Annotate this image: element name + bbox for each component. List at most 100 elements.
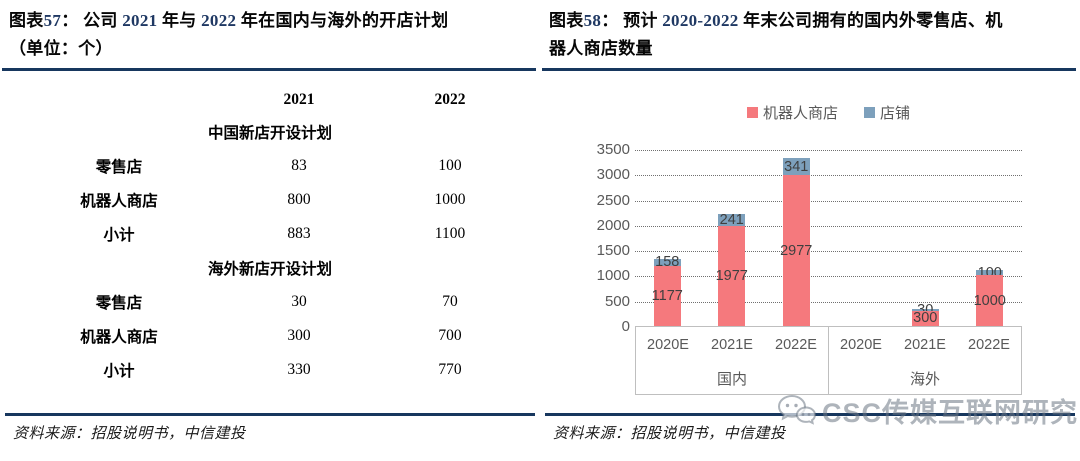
figure58-title: 图表58： 预计 2020-2022 年末公司拥有的国内外零售店、机 器人商店数… bbox=[549, 7, 1070, 63]
value-2021: 330 bbox=[287, 361, 311, 378]
bar-2022E: 100 1000 bbox=[973, 265, 1006, 326]
row-label: 零售店 bbox=[95, 295, 143, 312]
grid-line bbox=[635, 301, 1022, 303]
title-number: 2020-2022 bbox=[662, 11, 739, 30]
grid-line bbox=[635, 276, 1022, 278]
legend-marker-retail-shops bbox=[864, 107, 875, 118]
x-tick-2021E: 2021E bbox=[711, 337, 753, 353]
x-group-海外: 海外 bbox=[828, 363, 1021, 394]
title-text: 器人商店数量 bbox=[549, 39, 653, 58]
table-row: 机器人商店 300 700 bbox=[6, 319, 534, 353]
grid-line bbox=[635, 175, 1022, 177]
title-text: 年末公司拥有的国内外零售店、机 bbox=[738, 11, 1003, 30]
row-label: 机器人商店 bbox=[80, 329, 158, 346]
x-tick-2020E: 2020E bbox=[828, 327, 893, 363]
x-tick-2022E: 2022E bbox=[968, 337, 1010, 353]
value-2022: 770 bbox=[438, 361, 462, 378]
title-text: 图表 bbox=[549, 11, 584, 30]
bar-value-label: 2977 bbox=[780, 242, 813, 259]
y-tick-label: 2000 bbox=[596, 216, 630, 234]
title-text: ： 公司 bbox=[61, 11, 123, 30]
bar-segment-robot-shops: 1977 bbox=[715, 226, 748, 326]
section-row-overseas: 海外新店开设计划 bbox=[6, 251, 534, 285]
y-tick-label: 1500 bbox=[596, 242, 630, 260]
x-tick-2021E: 2021E bbox=[904, 337, 946, 353]
row-label: 小计 bbox=[103, 227, 135, 244]
y-tick-label: 0 bbox=[621, 318, 630, 335]
value-2022: 70 bbox=[442, 293, 458, 310]
row-label: 小计 bbox=[103, 363, 135, 380]
col-header-2021: 2021 bbox=[283, 90, 315, 108]
title-number: 2022 bbox=[201, 11, 237, 30]
bar-value-label: 341 bbox=[784, 158, 809, 175]
legend-marker-robot-shops bbox=[746, 107, 758, 118]
x-axis-year-row: 2020E 2021E 2022E 2020E 2021E 2022E bbox=[636, 327, 1021, 363]
bar-slot-2021E: 241 1977 bbox=[700, 150, 765, 326]
bar-2020E: 158 1177 bbox=[651, 254, 683, 326]
bar-segment-robot-shops: 300 bbox=[911, 310, 939, 327]
row-label: 机器人商店 bbox=[80, 193, 158, 210]
title-number: 2021 bbox=[122, 11, 158, 30]
bar-value-label: 1177 bbox=[651, 288, 683, 305]
table-cell-empty bbox=[6, 84, 232, 115]
x-axis-group-row: 国内 海外 bbox=[636, 363, 1021, 394]
y-tick-label: 500 bbox=[604, 292, 630, 310]
title-rule bbox=[2, 68, 536, 71]
bar-slot-2021E: 30300 bbox=[893, 150, 958, 326]
bar-segment-retail-shops: 341 bbox=[782, 158, 810, 176]
row-label: 零售店 bbox=[95, 159, 143, 176]
grid-line bbox=[635, 150, 1022, 151]
x-tick-2022E: 2022E bbox=[775, 337, 817, 353]
bar-2021E: 30300 bbox=[911, 302, 939, 327]
section-row-china: 中国新店开设计划 bbox=[6, 115, 534, 149]
x-axis: 2020E 2021E 2022E 2020E 2021E 2022E 国内 海外 bbox=[635, 327, 1022, 395]
bar-slot-2020E bbox=[829, 150, 894, 326]
bar-value-label: 300 bbox=[913, 310, 938, 327]
bar-2021E: 241 1977 bbox=[715, 211, 748, 326]
table-row: 机器人商店 800 1000 bbox=[6, 183, 534, 217]
y-tick-label: 3500 bbox=[596, 141, 630, 158]
watermark: CSC传媒互联网研究 bbox=[776, 391, 1078, 430]
title-text: （单位：个） bbox=[9, 39, 113, 58]
y-tick-label: 1000 bbox=[596, 267, 630, 285]
section-header: 海外新店开设计划 bbox=[207, 261, 332, 278]
title-text: ： 预计 bbox=[601, 11, 663, 30]
source-text: 资料来源：招股说明书，中信建投 bbox=[553, 426, 786, 442]
title-text: 图表 bbox=[9, 11, 44, 30]
bar-slot-2022E: 100 1000 bbox=[958, 150, 1023, 326]
watermark-label: CSC传媒互联网研究 bbox=[821, 398, 1078, 428]
figure57-panel: 图表57： 公司 2021 年与 2022 年在国内与海外的开店计划 （单位：个… bbox=[2, 11, 536, 442]
table-row: 小计 883 1100 bbox=[6, 217, 534, 251]
grid-line bbox=[635, 251, 1022, 253]
bar-value-label: 1977 bbox=[715, 268, 748, 285]
section-header: 中国新店开设计划 bbox=[207, 125, 332, 142]
bar-2022E: 341 2977 bbox=[780, 158, 813, 326]
bar-value-label: 241 bbox=[719, 211, 744, 228]
figure58-title-line1: 图表58： 预计 2020-2022 年末公司拥有的国内外零售店、机 bbox=[549, 7, 1070, 35]
chart-legend: 机器人商店 店铺 bbox=[635, 102, 1022, 123]
store-plan-table: 2021 2022 中国新店开设计划 零售店 83 100 机器人商店 800 … bbox=[6, 84, 534, 387]
value-2021: 30 bbox=[291, 293, 307, 310]
table-header-row: 2021 2022 bbox=[6, 84, 534, 115]
bar-segment-retail-shops: 158 bbox=[653, 254, 681, 270]
value-2022: 1000 bbox=[434, 191, 466, 208]
x-tick-2020E: 2020E bbox=[647, 337, 689, 353]
source-rule bbox=[5, 413, 535, 416]
legend-item-robot-shops: 机器人商店 bbox=[746, 102, 838, 123]
figure57-title-line2: （单位：个） bbox=[9, 35, 530, 63]
table-row: 小计 330 770 bbox=[6, 353, 534, 387]
legend-label: 机器人商店 bbox=[762, 105, 838, 122]
bar-value-label: 1000 bbox=[973, 292, 1006, 309]
value-2021: 800 bbox=[287, 191, 311, 208]
y-tick-label: 3000 bbox=[596, 166, 630, 184]
value-2021: 883 bbox=[287, 225, 311, 242]
title-number: 58 bbox=[583, 11, 602, 30]
legend-label: 店铺 bbox=[880, 105, 911, 122]
value-2021: 83 bbox=[291, 157, 307, 174]
y-axis: 0 500 1000 1500 2000 2500 3000 3500 bbox=[578, 141, 630, 335]
x-group-国内: 国内 bbox=[716, 371, 747, 388]
legend-item-retail-shops: 店铺 bbox=[864, 102, 910, 123]
figure58-panel: 图表58： 预计 2020-2022 年末公司拥有的国内外零售店、机 器人商店数… bbox=[540, 0, 1080, 461]
